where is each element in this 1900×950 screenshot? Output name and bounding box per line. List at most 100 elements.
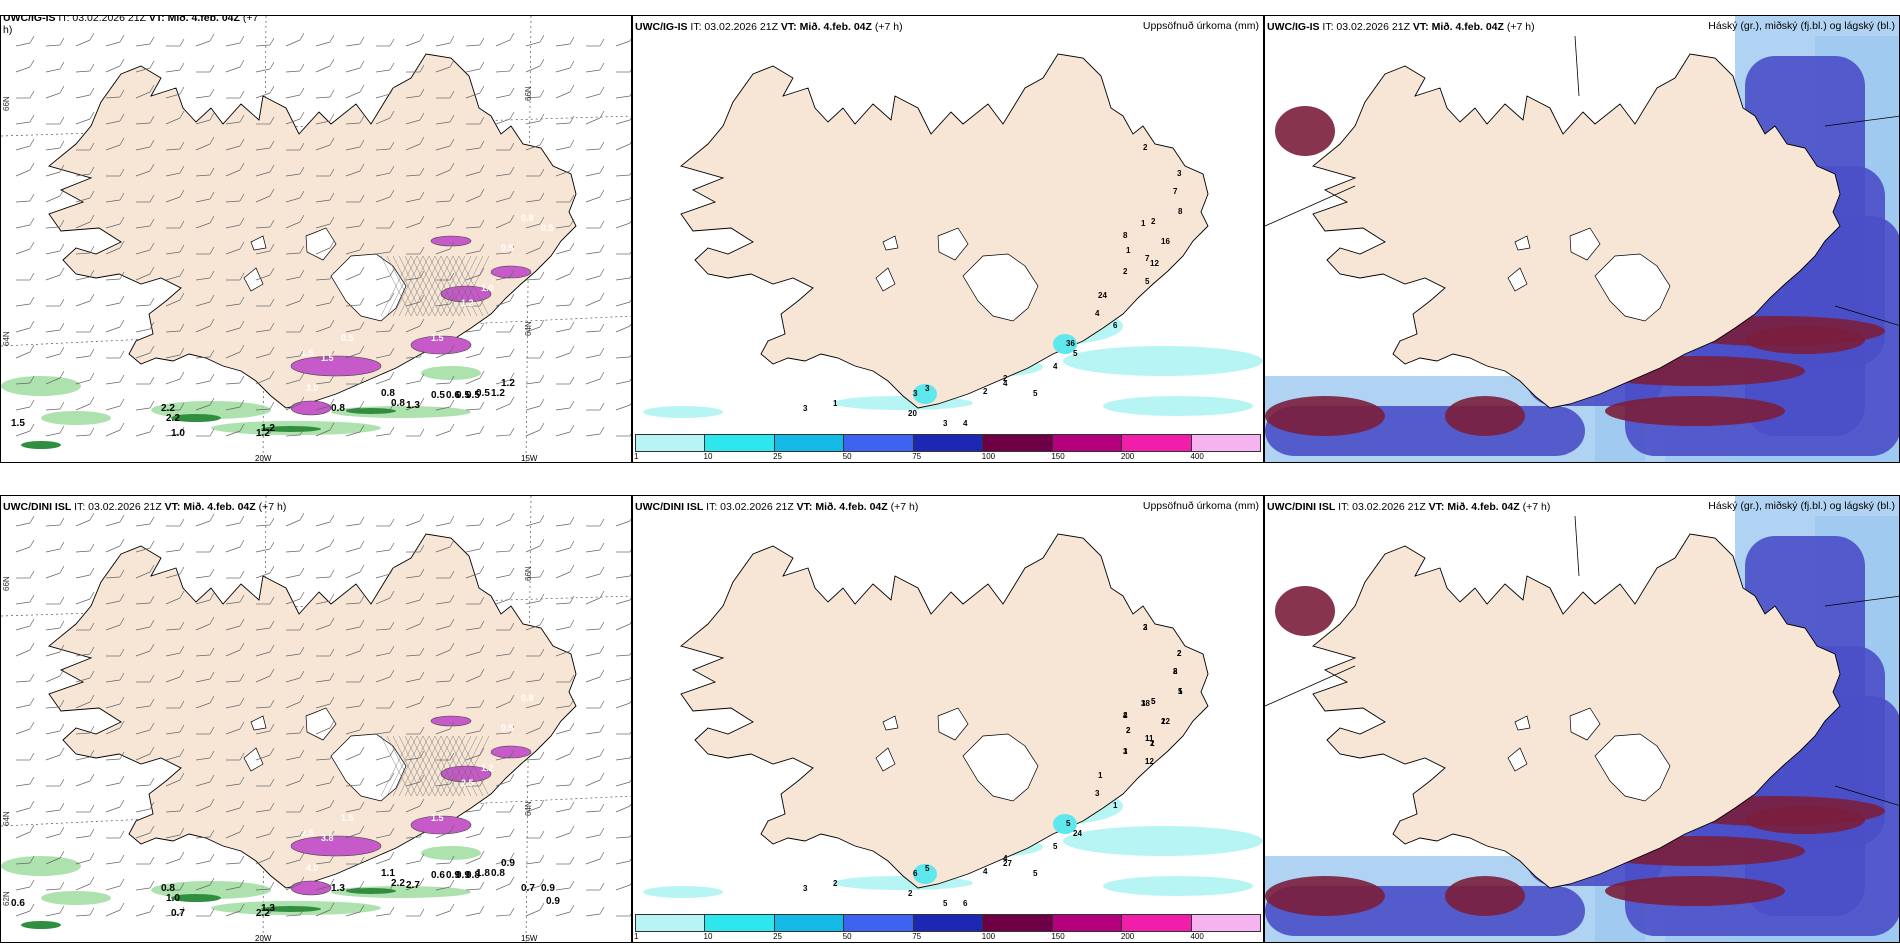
precip-value-label: 2 <box>983 387 988 396</box>
glacier-outline <box>330 733 407 802</box>
precip-swaths <box>1 846 481 929</box>
precip-map-svg: 2285122121151822113152455446522765233221… <box>643 533 1263 908</box>
glacier-outline <box>305 227 337 261</box>
boundary-line <box>1265 665 1356 707</box>
precip-value-label: 5 <box>1033 389 1038 398</box>
precip-value-label: 3 <box>943 419 948 428</box>
panel-header: UWC/DINI ISL IT: 03.02.2026 21Z VT: Mið.… <box>1267 501 1550 513</box>
rain-value-label: 0.8 <box>331 403 345 414</box>
boundary-line <box>1574 35 1580 97</box>
precip-value-label: 2 <box>1177 649 1182 658</box>
model-name: UWC/IG-IS <box>1267 21 1320 33</box>
legend-tick-label: 50 <box>842 932 852 941</box>
precip-value-label: 24 <box>1073 829 1082 838</box>
snow-value-label: 1.5 <box>341 813 354 823</box>
rain-core <box>261 426 321 432</box>
precip-value-label: 7 <box>1145 254 1150 263</box>
panel-title: Háský (gr.), miðský (fj.bl.) og lágský (… <box>1708 500 1895 512</box>
snow-value-label: 1.2 <box>481 763 494 773</box>
precip-core <box>1053 814 1077 834</box>
precip-value-label: 5 <box>1151 697 1156 706</box>
rain-value-label: 0.8 <box>466 870 480 881</box>
valid-time-label: VT: <box>148 15 165 24</box>
iceland-landmass <box>48 53 577 409</box>
snow-value-label: 0.8 <box>521 693 534 703</box>
snow-area <box>290 355 382 377</box>
rain-value-label: 1.3 <box>261 903 275 914</box>
legend-tick-label: 400 <box>1190 932 1204 941</box>
valid-time: Mið. 4.feb. 04Z <box>815 501 888 513</box>
precip-legend: 1 10 25 50 75 100 150 200 400 <box>633 434 1263 462</box>
rain-area <box>41 891 111 905</box>
precip-value-label: 1 <box>833 399 838 408</box>
lead-time: (+7 h) <box>890 501 919 513</box>
legend-color-cell <box>636 915 706 931</box>
legend-tick-label: 50 <box>842 452 852 461</box>
snow-value-label: 3.8 <box>321 833 334 843</box>
snow-value-label: 0.5 <box>341 333 354 343</box>
model-name: UWC/DINI ISL <box>1267 501 1336 513</box>
mid-cloud <box>1605 396 1785 426</box>
glacier-outline <box>1507 267 1528 292</box>
legend-ticks: 1 10 25 50 75 100 150 200 400 <box>634 452 1261 462</box>
snow-value-label: 0.5 <box>541 223 554 233</box>
rain-value-label: 1.3 <box>331 883 345 894</box>
legend-tick-label: 100 <box>981 932 996 941</box>
valid-time: Mið. 4.feb. 04Z <box>1431 21 1504 33</box>
precip-value-label: 4 <box>1095 309 1100 318</box>
precip-value-label: 5 <box>943 899 948 908</box>
precip-value-label: 2 <box>1126 726 1131 735</box>
legend-tick-label: 150 <box>1051 932 1065 941</box>
precip-value-label: 6 <box>913 869 918 878</box>
rain-value-label: 0.6 <box>431 870 445 881</box>
lead-time: (+7 h) <box>258 501 287 513</box>
legend-tick-label: 1 <box>634 452 639 461</box>
rain-value-label: 1.2 <box>256 428 270 439</box>
legend-color-cell <box>1052 435 1123 451</box>
boundary-line <box>1824 115 1899 127</box>
legend-tick-label: 400 <box>1190 452 1204 461</box>
rain-value-label: 0.8 <box>381 388 395 399</box>
legend-color-cell <box>1122 915 1192 931</box>
rain-value-label: 0.8 <box>491 868 505 879</box>
rain-value-label: 0.9 <box>546 896 560 907</box>
glacier-outline <box>1514 235 1531 251</box>
legend-color-cell <box>913 915 984 931</box>
panel-header: UWC/IG-IS IT: 03.02.2026 21Z VT: Mið. 4.… <box>3 15 258 24</box>
valid-time-label: VT: <box>1412 21 1429 33</box>
legend-tick-label: 150 <box>1051 452 1065 461</box>
precip-value-label: 1 <box>1123 747 1128 756</box>
rain-value-label: 1.2 <box>501 378 515 389</box>
rain-area <box>1 856 81 876</box>
lat-label-right: 64N <box>524 321 533 336</box>
rain-area <box>421 846 481 860</box>
panel-r2-clouds: UWC/DINI ISL IT: 03.02.2026 21Z VT: Mið.… <box>1264 495 1900 943</box>
precip-value-label: 2 <box>1003 374 1008 383</box>
legend-tick-label: 10 <box>703 452 713 461</box>
precip-value-label: 1 <box>1178 687 1183 696</box>
precip-value-label: 6 <box>963 899 968 908</box>
rain-value-label: 1.5 <box>11 418 25 429</box>
boundary-line <box>1574 515 1580 577</box>
legend-color-cell <box>774 435 845 451</box>
valid-time: Mið. 4.feb. 04Z <box>183 501 256 513</box>
glacier-outline <box>250 235 267 251</box>
rain-value-label: 0.6 <box>11 898 25 909</box>
snow-value-label: 2.5 <box>461 778 474 788</box>
model-name: UWC/DINI ISL <box>635 501 704 513</box>
lon-label-20w: 20W <box>255 454 272 463</box>
glacier-outline <box>1594 253 1671 322</box>
precip-light-area <box>1063 826 1263 856</box>
precip-value-label: 5 <box>1073 349 1078 358</box>
rain-area <box>421 366 481 380</box>
glacier-outline <box>882 235 899 251</box>
precip-value-label: 3 <box>1095 789 1100 798</box>
precip-value-label: 4 <box>1053 362 1058 371</box>
rain-value-label: 1.3 <box>406 400 420 411</box>
iceland-landmass <box>48 533 577 889</box>
rain-value-label: 0.9 <box>541 883 555 894</box>
snow-area <box>290 400 332 416</box>
lat-label: 66N <box>2 576 11 591</box>
precip-value-label: 1 <box>1145 757 1150 766</box>
precip-light-area <box>1103 396 1253 416</box>
